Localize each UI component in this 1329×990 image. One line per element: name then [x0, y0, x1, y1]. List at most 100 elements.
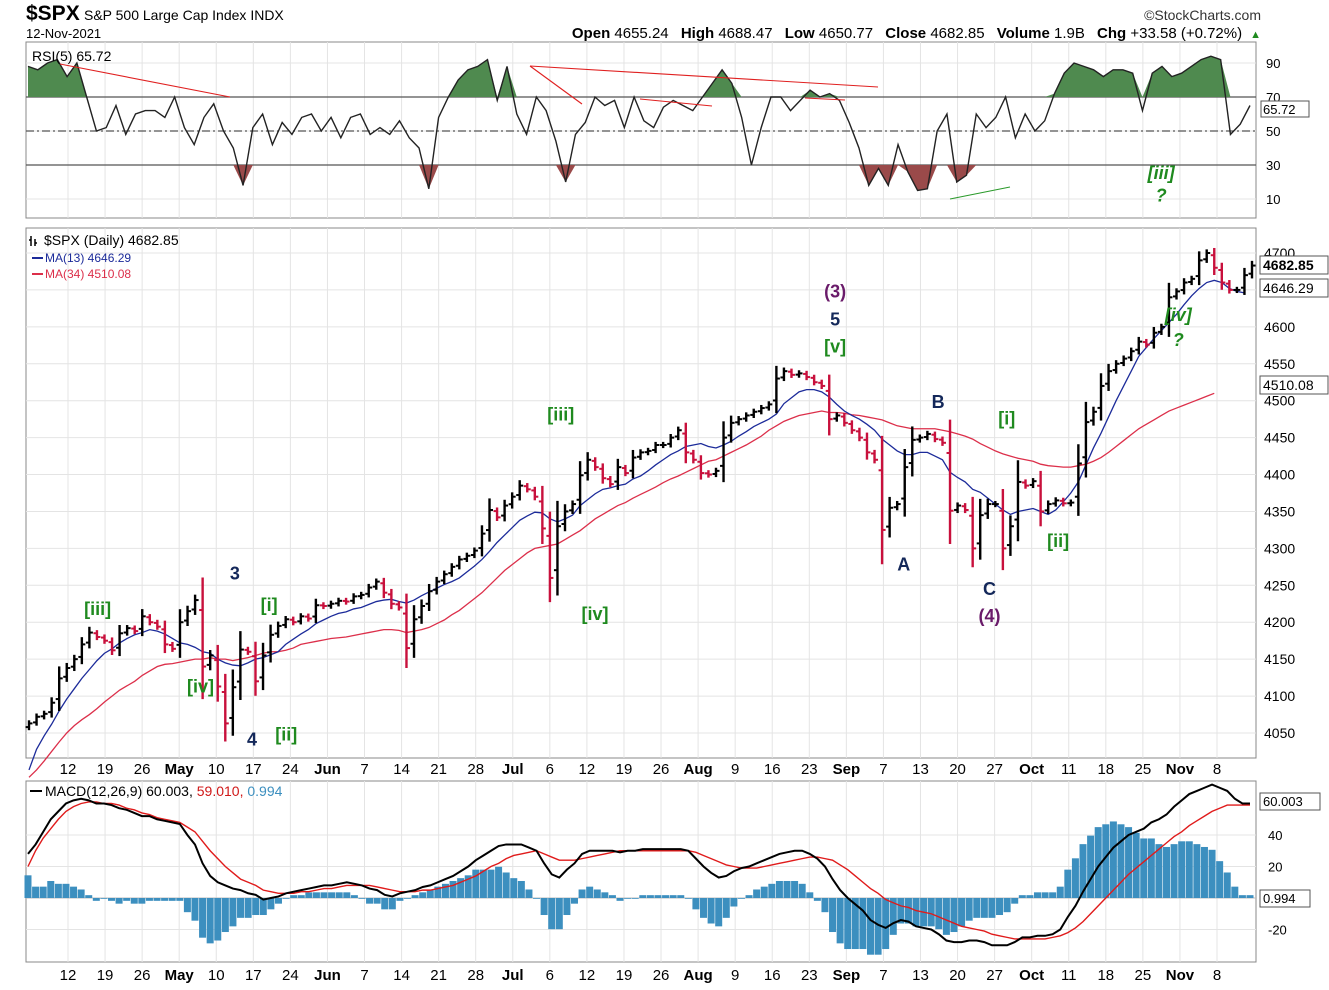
macd-hist-bar: [70, 886, 78, 898]
macd-hist-bar: [897, 898, 905, 924]
rsi-tick-label: 10: [1266, 192, 1280, 207]
ohlc-bar: [893, 500, 901, 511]
x-tick-label-macd: 27: [986, 967, 1003, 984]
ohlc-bar: [689, 449, 697, 464]
wave-label: [ii]: [1047, 531, 1069, 551]
ohlc-bar: [455, 555, 463, 570]
price-tick-label: 4150: [1264, 651, 1295, 667]
macd-hist-bar: [1170, 844, 1178, 898]
macd-value-box: [1259, 792, 1321, 811]
price-title: $SPX (Daily) 4682.85: [44, 232, 179, 248]
macd-hist-bar: [753, 889, 761, 898]
macd-hist-bar: [305, 892, 313, 898]
ohlc-bar: [833, 412, 841, 422]
x-tick-label-price: 12: [579, 761, 596, 778]
ohlc-bar: [470, 547, 478, 559]
ohlc-bar: [199, 577, 207, 700]
wave-label: [iv]: [1164, 305, 1193, 325]
ohlc-bar: [259, 642, 267, 691]
macd-hist-bar: [517, 880, 525, 898]
ohlc-bar: [1157, 323, 1165, 335]
x-tick-label-price: Sep: [833, 761, 861, 778]
open-label: Open: [571, 25, 611, 42]
x-tick-label-price: 25: [1135, 761, 1152, 778]
macd-hist-bar: [988, 898, 996, 918]
x-tick-label-macd: 6: [546, 967, 554, 984]
macd-hist-bar: [646, 895, 654, 898]
ohlc-bar: [1044, 500, 1052, 514]
wave-label: [iii]: [1147, 163, 1176, 183]
ma34-value-label: 4510.08: [1263, 377, 1314, 393]
price-tick-label: 4600: [1264, 319, 1295, 335]
x-tick-label-price: 24: [282, 761, 299, 778]
macd-hist-bar: [221, 898, 229, 933]
ohlc-bar: [795, 370, 803, 378]
x-tick-label-price: 13: [912, 761, 929, 778]
macd-hist-bar: [722, 898, 730, 918]
ohlc-bar: [916, 434, 924, 443]
ohlc-bar: [629, 449, 637, 479]
macd-hist-bar: [1109, 821, 1117, 898]
macd-hist-bar: [39, 886, 47, 898]
macd-hist-bar: [1102, 824, 1110, 898]
macd-hist-bar: [92, 898, 100, 901]
ohlc-bar: [848, 420, 856, 434]
macd-hist-bar: [692, 898, 700, 910]
ohlc-bar: [78, 637, 86, 665]
rsi-line: [27, 55, 1251, 192]
ohlc-bar: [569, 500, 577, 514]
ohlc-bar: [33, 713, 41, 726]
x-tick-label-price: Nov: [1166, 761, 1195, 778]
macd-hist-bar: [472, 869, 480, 898]
macd-hist-bar: [950, 898, 958, 933]
chart-date: 12-Nov-2021: [26, 26, 102, 41]
rsi-trendline: [529, 65, 583, 105]
rsi-panel-frame: [25, 41, 1257, 219]
ohlc-bar: [531, 486, 539, 501]
macd-hist-bar: [1087, 835, 1095, 898]
last-price-label-box: [1259, 255, 1329, 275]
macd-hist-bar: [343, 892, 351, 898]
macd-hist-bar: [791, 880, 799, 898]
x-tick-label-price: Oct: [1019, 761, 1044, 778]
ohlc-bar: [274, 621, 282, 638]
macd-hist-bar: [1041, 892, 1049, 898]
price-tick-label: 4200: [1264, 614, 1295, 630]
ohlc-bar: [1022, 479, 1030, 489]
macd-hist-bar: [138, 898, 146, 904]
ohlc-bar: [1180, 278, 1188, 295]
ohlc-bar: [123, 625, 131, 636]
price-tick-label: 4450: [1264, 430, 1295, 446]
ohlc-bar: [1097, 373, 1105, 421]
last-price-label: 4682.85: [1263, 257, 1314, 273]
macd-hist-bar: [1200, 846, 1208, 898]
x-tick-label-price: 10: [208, 761, 225, 778]
macd-hist-bar: [1094, 827, 1102, 898]
macd-hist-bar: [624, 898, 632, 899]
ohlc-bar: [501, 499, 509, 522]
x-tick-label-macd: 19: [616, 967, 633, 984]
ma34-line: [28, 392, 1215, 778]
ohlc-bar: [901, 449, 909, 517]
macd-hist-bar: [1185, 841, 1193, 898]
ohlc-bar: [652, 441, 660, 454]
volume-label: Volume: [996, 25, 1050, 42]
ohlc-bar: [221, 673, 229, 742]
macd-hist-bar: [419, 892, 427, 898]
macd-histogram: [24, 821, 1254, 955]
ohlc-bar: [682, 422, 690, 464]
macd-line: [27, 783, 1250, 947]
ohlc-bar: [1120, 355, 1128, 367]
ohlc-bar: [908, 426, 916, 477]
ohlc-bar: [493, 507, 501, 521]
wave-label: [i]: [261, 595, 278, 615]
macd-hist-bar: [1223, 872, 1231, 898]
x-tick-label-macd: Oct: [1019, 967, 1044, 984]
macd-hist-bar: [1049, 892, 1057, 898]
ohlc-bar: [1112, 360, 1120, 374]
ohlc-bar: [40, 710, 48, 720]
ohlc-bar: [591, 457, 599, 471]
chg-label: Chg: [1097, 25, 1127, 42]
ohlc-bar: [954, 502, 962, 514]
macd-hist-bar: [958, 898, 966, 927]
